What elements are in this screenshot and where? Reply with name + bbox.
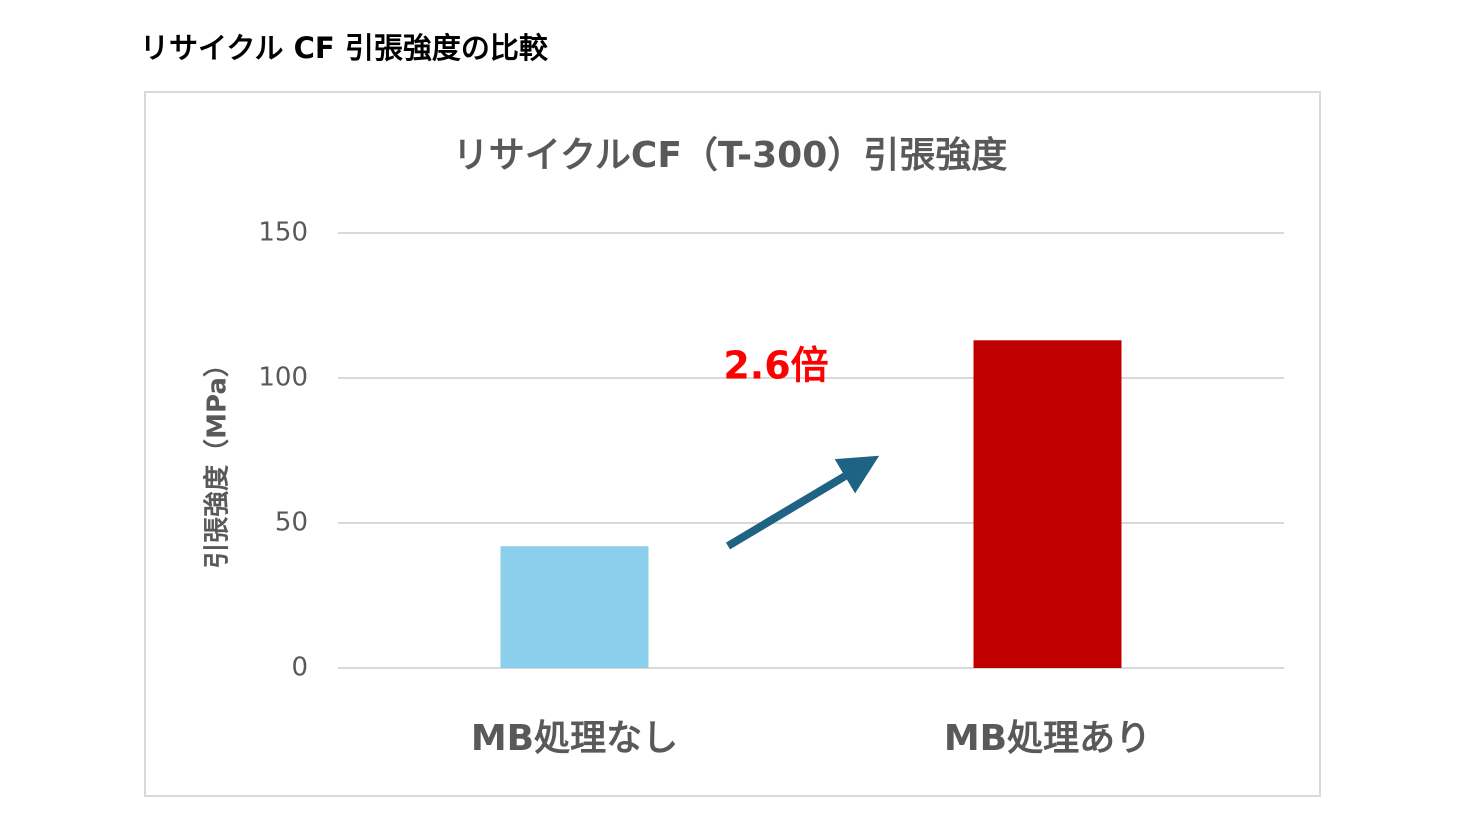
bar bbox=[973, 340, 1122, 668]
x-tick-label: MB処理あり bbox=[944, 718, 1151, 759]
plot-area: 0 50 100 150 MB処理なし MB処理あり bbox=[258, 218, 1284, 759]
annotation: 2.6倍 bbox=[723, 344, 828, 388]
y-axis-label: 引張強度（MPa） bbox=[202, 351, 233, 569]
y-tick-label: 50 bbox=[275, 508, 308, 538]
arrow bbox=[725, 455, 880, 550]
y-tick-label: 100 bbox=[258, 363, 308, 393]
y-tick-label: 150 bbox=[258, 218, 308, 248]
chart-title: リサイクルCF（T-300）引張強度 bbox=[453, 135, 1008, 176]
x-tick-label: MB処理なし bbox=[471, 718, 678, 759]
chart-frame bbox=[144, 91, 1321, 797]
bar bbox=[500, 546, 649, 668]
page-title: リサイクル CF 引張強度の比較 bbox=[140, 31, 549, 65]
y-tick-label: 0 bbox=[291, 653, 308, 683]
